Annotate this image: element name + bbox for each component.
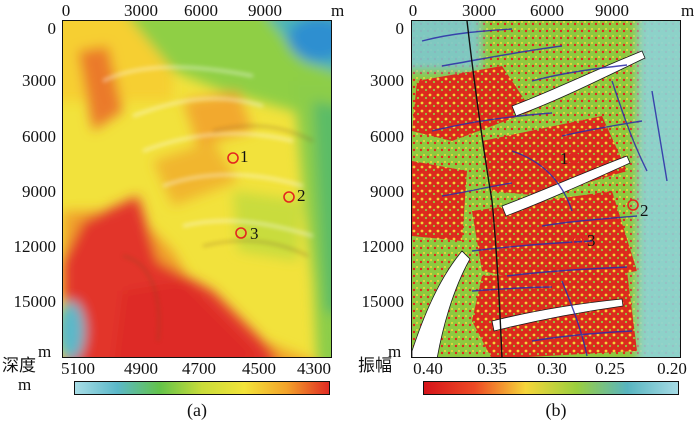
b-cbar-tick-3: 0.25 (595, 359, 625, 378)
b-well-2-circle (627, 199, 639, 211)
a-y-tick-1: 3000 (22, 71, 56, 90)
b-cbar-tick-2: 0.30 (537, 359, 567, 378)
b-y-tick-5: 15000 (361, 292, 405, 311)
b-cbar-tick-1: 0.35 (477, 359, 507, 378)
a-marker-1: 1 (240, 147, 249, 166)
b-well-3-circle (572, 235, 584, 247)
b-marker-3: 3 (587, 231, 596, 250)
a-well-3-circle (235, 227, 247, 239)
a-y-tick-3: 9000 (22, 182, 56, 201)
a-colorbar-unit: m (18, 375, 32, 394)
a-caption: (a) (187, 400, 207, 420)
b-y-tick-2: 6000 (370, 127, 404, 146)
a-cbar-tick-2: 4700 (182, 359, 216, 378)
b-colorbar-label: 振幅 (358, 356, 392, 376)
a-cbar-tick-0: 5100 (61, 359, 95, 378)
depth-map-image (63, 21, 331, 357)
b-well-1-circle (568, 152, 580, 164)
b-cbar-tick-0: 0.40 (413, 359, 443, 378)
a-y-tick-2: 6000 (22, 127, 56, 146)
b-cbar-tick-4: 0.20 (657, 359, 687, 378)
b-marker-2: 2 (640, 201, 649, 220)
b-colorbar (423, 381, 679, 395)
a-x-tick-3: 9000 (248, 1, 282, 20)
a-x-unit: m (331, 1, 345, 20)
a-cbar-tick-4: 4300 (297, 359, 331, 378)
b-x-tick-3: 9000 (595, 1, 629, 20)
b-x-tick-1: 3000 (462, 1, 496, 20)
b-x-tick-2: 6000 (530, 1, 564, 20)
amplitude-map (411, 20, 681, 358)
a-y-unit: m (38, 342, 52, 361)
a-x-tick-0: 0 (61, 1, 71, 20)
a-well-2-circle (283, 191, 295, 203)
a-colorbar (74, 381, 330, 395)
b-x-tick-0: 0 (408, 1, 418, 20)
a-y-tick-4: 12000 (13, 237, 57, 256)
b-x-unit: m (681, 1, 695, 20)
a-x-tick-2: 6000 (184, 1, 218, 20)
b-marker-1: 1 (560, 149, 569, 168)
depth-map (62, 20, 332, 358)
a-y-tick-5: 15000 (13, 292, 57, 311)
b-caption: (b) (545, 400, 567, 420)
b-y-tick-1: 3000 (370, 71, 404, 90)
b-y-unit: m (388, 342, 402, 361)
b-y-tick-4: 12000 (361, 237, 405, 256)
a-colorbar-label: 深度 (2, 356, 36, 376)
b-y-tick-3: 9000 (370, 182, 404, 201)
amplitude-map-image (412, 21, 680, 357)
b-y-tick-0: 0 (395, 19, 405, 38)
a-cbar-tick-1: 4900 (124, 359, 158, 378)
a-marker-3: 3 (250, 224, 259, 243)
a-cbar-tick-3: 4500 (242, 359, 276, 378)
a-y-tick-0: 0 (47, 19, 57, 38)
a-x-tick-1: 3000 (124, 1, 158, 20)
a-well-1-circle (227, 152, 239, 164)
a-marker-2: 2 (297, 186, 306, 205)
